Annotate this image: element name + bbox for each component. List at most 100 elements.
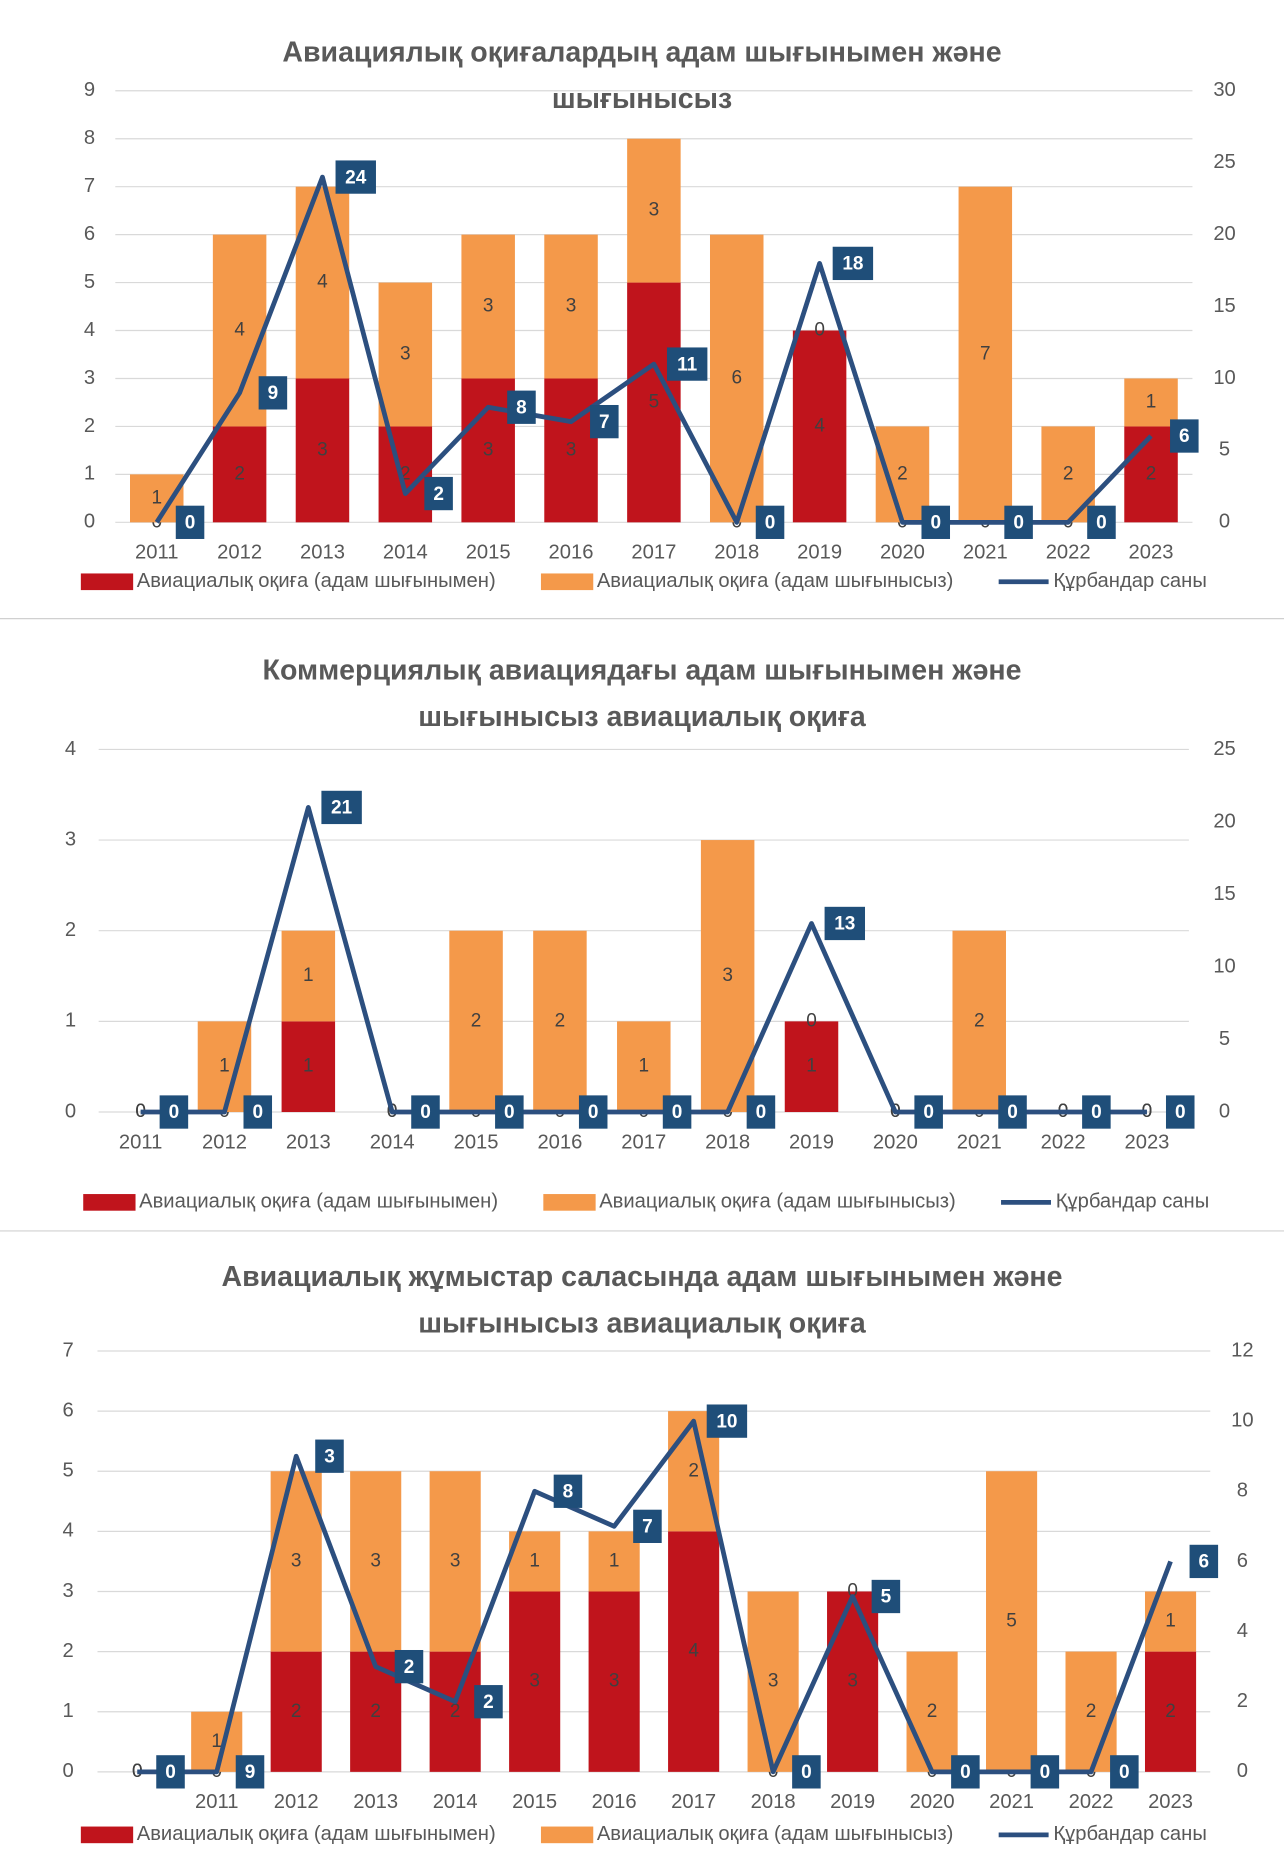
bar-segment	[544, 378, 598, 523]
x-tick-label: 2016	[537, 1131, 582, 1153]
line-label-box	[1004, 505, 1033, 539]
line-label-box	[335, 160, 376, 194]
bar-segment	[270, 1651, 322, 1772]
x-tick-label: 2013	[286, 1131, 331, 1153]
x-tick-label: 2012	[217, 542, 262, 564]
bar-label: 2	[555, 1010, 566, 1031]
line-label-box	[159, 1095, 189, 1129]
bar-segment	[588, 1531, 640, 1592]
y2-tick-label: 0	[1219, 1100, 1230, 1122]
line-label: 5	[881, 1587, 892, 1608]
bar-label: 3	[722, 965, 733, 986]
bar-segment	[958, 186, 1013, 523]
chart-title: шығынысыз	[552, 83, 732, 115]
y-tick-label: 2	[84, 415, 95, 437]
y-tick-label: 3	[65, 828, 76, 850]
x-tick-label: 2013	[300, 542, 345, 564]
bar-label: 7	[980, 344, 991, 365]
bar-segment	[533, 930, 587, 1113]
bar-label: 3	[291, 1550, 302, 1571]
line-label-box	[666, 347, 708, 381]
line-label: 0	[504, 1102, 515, 1123]
bar-segment	[627, 138, 681, 283]
y2-tick-label: 5	[1219, 439, 1230, 461]
bar-segment	[1065, 1651, 1117, 1772]
y-tick-label: 7	[84, 175, 95, 197]
legend-label: Авиациалық оқиға (адам шығынымен)	[139, 1191, 498, 1213]
legend-label: Авиациалық оқиға (адам шығынысыз)	[597, 1823, 954, 1845]
y-tick-label: 6	[84, 223, 95, 245]
legend-label: Авиациалық оқиға (адам шығынымен)	[137, 1823, 496, 1845]
line-label: 0	[252, 1102, 263, 1123]
bar-segment	[449, 930, 503, 1113]
y2-tick-label: 4	[1237, 1620, 1248, 1642]
line-label-box	[998, 1095, 1027, 1129]
line-label-box	[315, 1439, 344, 1473]
y-tick-label: 6	[62, 1399, 73, 1421]
line-label-box	[578, 1095, 608, 1129]
line-label-box	[1170, 419, 1199, 453]
legend-label: Авиациалық оқиға (адам шығынысыз)	[599, 1191, 956, 1213]
y-tick-label: 1	[84, 463, 95, 485]
bar-label: 3	[847, 1671, 858, 1692]
bar-label: 3	[483, 296, 494, 317]
line-label: 0	[165, 1762, 176, 1783]
line-label-box	[1030, 1755, 1060, 1789]
x-tick-label: 2017	[621, 1131, 666, 1153]
y-tick-label: 0	[65, 1100, 76, 1122]
x-tick-label: 2011	[195, 1791, 238, 1813]
line-label-box	[755, 505, 785, 539]
line-label: 8	[516, 397, 527, 418]
line-label: 0	[1119, 1762, 1130, 1783]
line-label-box	[507, 390, 536, 424]
x-tick-label: 2021	[989, 1791, 1034, 1813]
bar-label: 1	[303, 965, 314, 986]
bar-segment	[509, 1591, 561, 1772]
y2-tick-label: 0	[1219, 511, 1230, 533]
bar-label: 0	[1142, 1101, 1153, 1122]
line-label-box	[832, 246, 874, 281]
bar-segment	[191, 1711, 243, 1772]
line-label-box	[792, 1755, 821, 1789]
x-tick-label: 2021	[963, 542, 1008, 564]
line-label-box	[394, 1649, 424, 1684]
line-label: 13	[834, 914, 855, 935]
bar-segment	[986, 1471, 1038, 1772]
line-label: 0	[1096, 513, 1107, 534]
bar-label: 2	[400, 463, 411, 484]
line-label: 0	[756, 1102, 767, 1123]
line-label: 7	[642, 1517, 653, 1538]
bar-label: 2	[897, 463, 908, 484]
x-tick-label: 2020	[873, 1131, 918, 1153]
line-label: 0	[930, 513, 941, 534]
bar-label: 3	[370, 1550, 381, 1571]
x-tick-label: 2019	[789, 1131, 834, 1153]
x-tick-label: 2021	[957, 1131, 1002, 1153]
line-label-box	[1082, 1095, 1111, 1129]
bar-label: 3	[529, 1671, 540, 1692]
x-tick-label: 2015	[466, 542, 511, 564]
y-tick-label: 4	[84, 319, 95, 341]
bar-label: 2	[927, 1701, 938, 1722]
line-label-box	[243, 1095, 273, 1129]
line-label: 0	[185, 513, 196, 534]
x-tick-label: 2018	[705, 1131, 750, 1153]
bar-segment	[544, 234, 598, 379]
bar-label: 2	[471, 1010, 482, 1031]
x-tick-label: 2018	[714, 542, 759, 564]
legend-label: Құрбандар саны	[1056, 1191, 1210, 1213]
y2-tick-label: 25	[1213, 151, 1235, 173]
line-label: 21	[331, 798, 353, 819]
bar-label: 3	[768, 1671, 779, 1692]
line-label: 0	[1013, 513, 1024, 534]
bar-label: 6	[731, 368, 742, 389]
bar-label: 2	[1146, 463, 1157, 484]
line-label: 11	[677, 354, 698, 375]
bar-label: 2	[291, 1701, 302, 1722]
bar-label: 4	[317, 272, 328, 293]
x-tick-label: 2015	[454, 1131, 499, 1153]
bar-label: 2	[450, 1701, 461, 1722]
legend-swatch	[543, 1194, 596, 1211]
y-tick-label: 1	[62, 1700, 73, 1722]
